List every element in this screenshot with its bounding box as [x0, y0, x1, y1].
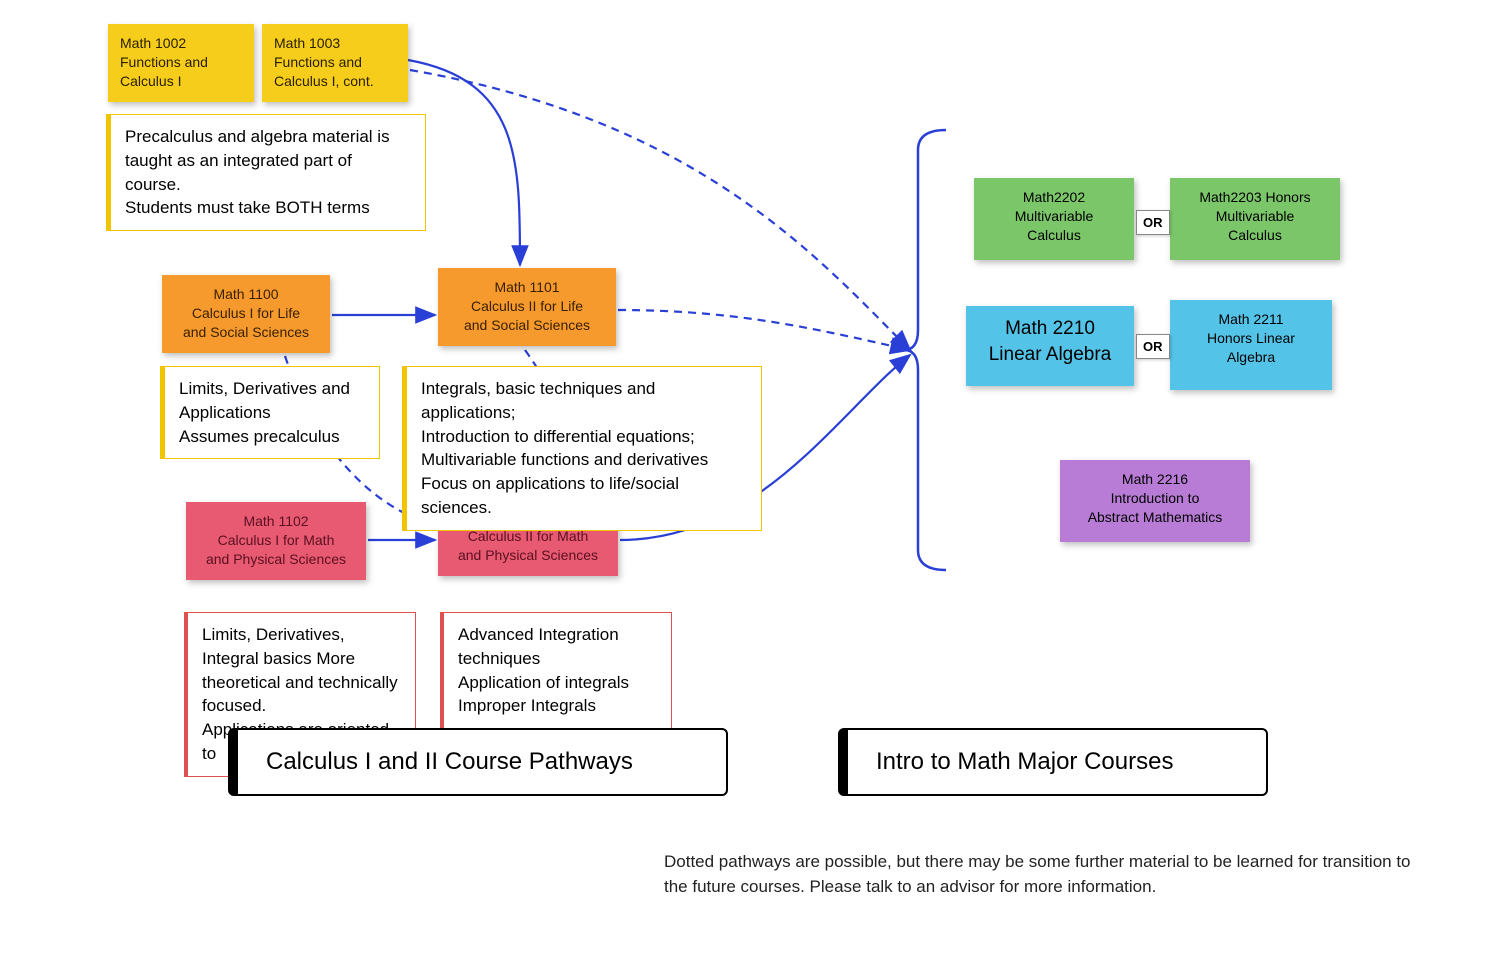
- edge-m1101-right: [618, 310, 910, 350]
- section-label-right: Intro to Math Major Courses: [838, 728, 1268, 796]
- section-label-left: Calculus I and II Course Pathways: [228, 728, 728, 796]
- footnote-text: Dotted pathways are possible, but there …: [664, 850, 1434, 899]
- course-node-m1002: Math 1002 Functions and Calculus I: [108, 24, 254, 102]
- course-node-m1100: Math 1100 Calculus I for Life and Social…: [162, 275, 330, 353]
- course-node-m2202: Math2202 Multivariable Calculus: [974, 178, 1134, 260]
- desc-d_1103: Advanced Integration techniques Applicat…: [440, 612, 672, 729]
- desc-d_1101: Integrals, basic techniques and applicat…: [402, 366, 762, 531]
- desc-d_precalc: Precalculus and algebra material is taug…: [106, 114, 426, 231]
- course-node-m2211: Math 2211 Honors Linear Algebra: [1170, 300, 1332, 390]
- desc-d_1100: Limits, Derivatives and Applications Ass…: [160, 366, 380, 459]
- course-node-m1102: Math 1102 Calculus I for Math and Physic…: [186, 502, 366, 580]
- course-node-m2210: Math 2210 Linear Algebra: [966, 306, 1134, 386]
- course-node-m1101: Math 1101 Calculus II for Life and Socia…: [438, 268, 616, 346]
- or-label-or2: OR: [1136, 334, 1170, 359]
- course-node-m2216: Math 2216 Introduction to Abstract Mathe…: [1060, 460, 1250, 542]
- course-node-m2203: Math2203 Honors Multivariable Calculus: [1170, 178, 1340, 260]
- or-label-or1: OR: [1136, 210, 1170, 235]
- brace: [904, 130, 946, 570]
- course-node-m1003: Math 1003 Functions and Calculus I, cont…: [262, 24, 408, 102]
